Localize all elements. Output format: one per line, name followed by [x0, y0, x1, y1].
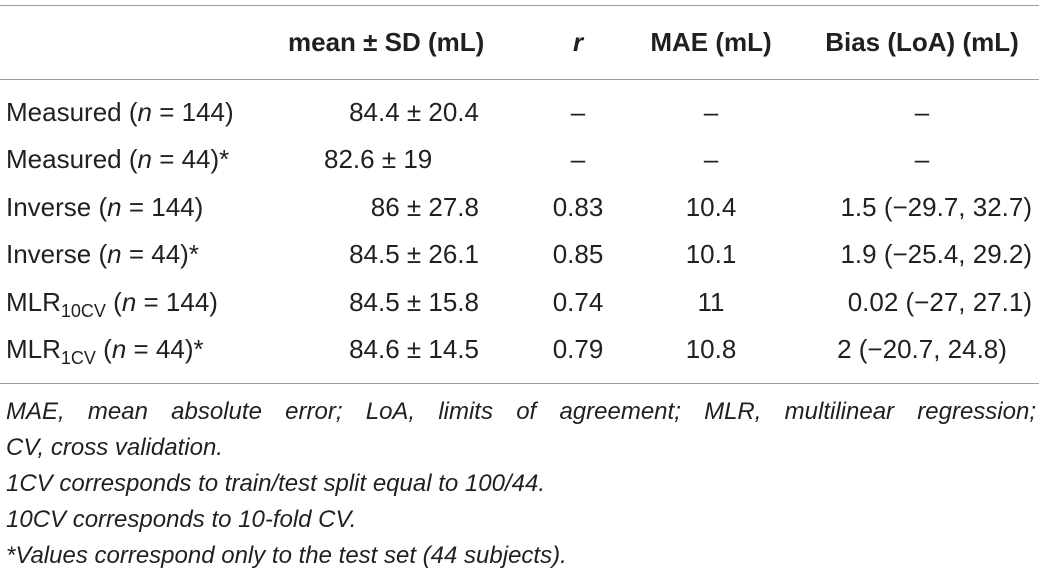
row-mae: 10.8	[685, 334, 737, 364]
row-mean: 82.6 ± 19	[324, 144, 433, 174]
row-r: –	[570, 97, 586, 127]
row-label: MLR1CV (n = 44)*	[6, 334, 204, 368]
header-rule	[0, 79, 1039, 80]
row-label: MLR10CV (n = 144)	[6, 287, 218, 321]
row-label: Inverse (n = 144)	[6, 192, 204, 222]
footnote-1cv: 1CV corresponds to train/test split equa…	[6, 470, 545, 497]
row-mean: 86 ± 27.8	[370, 192, 479, 222]
header-mae: MAE (mL)	[650, 27, 772, 57]
row-r: –	[570, 144, 586, 174]
row-bias: 0.02 (−27, 27.1)	[847, 287, 1032, 317]
row-bias: 1.9 (−25.4, 29.2)	[840, 239, 1032, 269]
header-mean: mean ± SD (mL)	[288, 27, 485, 57]
row-label: Measured (n = 44)*	[6, 144, 230, 174]
footnote-abbreviations-cont: CV, cross validation.	[6, 434, 223, 461]
row-r: 0.79	[552, 334, 604, 364]
row-r: 0.83	[552, 192, 604, 222]
row-r: 0.85	[552, 239, 604, 269]
row-bias: 1.5 (−29.7, 32.7)	[840, 192, 1032, 222]
row-mean: 84.5 ± 26.1	[349, 239, 479, 269]
footnote-abbreviations: MAE, mean absolute error; LoA, limits of…	[6, 398, 1036, 425]
row-mae: 10.4	[685, 192, 737, 222]
table-bottom-rule	[0, 383, 1039, 384]
footnote-10cv: 10CV corresponds to 10-fold CV.	[6, 506, 357, 533]
row-bias: –	[914, 144, 930, 174]
row-bias: –	[914, 97, 930, 127]
header-r: r	[572, 27, 584, 57]
row-label: Inverse (n = 44)*	[6, 239, 199, 269]
row-label: Measured (n = 144)	[6, 97, 234, 127]
row-mae: –	[703, 144, 719, 174]
row-mean: 84.4 ± 20.4	[349, 97, 479, 127]
row-mean: 84.6 ± 14.5	[349, 334, 479, 364]
header-bias: Bias (LoA) (mL)	[825, 27, 1019, 57]
row-bias: 2 (−20.7, 24.8)	[837, 334, 1007, 364]
table-top-rule	[0, 5, 1039, 6]
row-mae: –	[703, 97, 719, 127]
row-mae: 11	[697, 287, 725, 317]
row-mae: 10.1	[685, 239, 737, 269]
footnote-test-set: *Values correspond only to the test set …	[6, 542, 567, 569]
row-r: 0.74	[552, 287, 604, 317]
table-footnotes: MAE, mean absolute error; LoA, limits of…	[6, 394, 1036, 574]
row-mean: 84.5 ± 15.8	[349, 287, 479, 317]
